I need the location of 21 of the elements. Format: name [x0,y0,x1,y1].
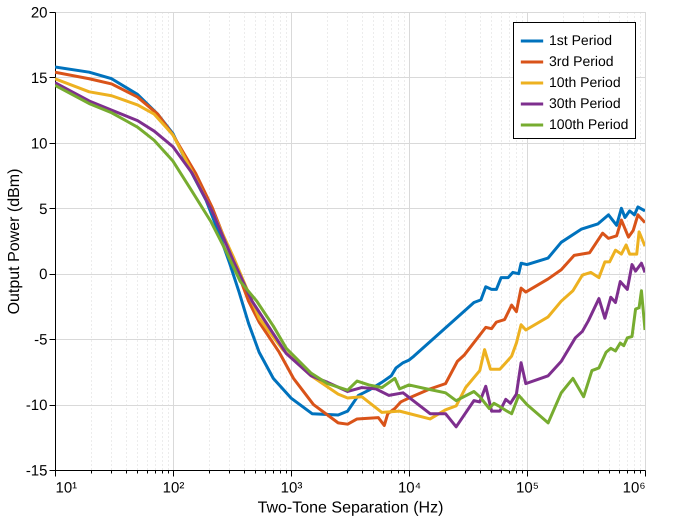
y-tick-label: 15 [30,70,48,87]
legend-label: 10th Period [549,74,621,90]
y-tick-label: -5 [34,332,48,349]
legend-label: 100th Period [549,116,628,132]
x-tick-label: 10² [162,480,184,496]
y-tick-label: -10 [26,397,48,414]
y-tick-label: 0 [39,266,48,284]
x-tick-label: 10³ [280,480,302,496]
x-tick-label: 10¹ [56,480,78,496]
legend-label: 3rd Period [549,53,614,69]
y-axis-title: Output Power (dBm) [6,168,23,314]
legend-label: 30th Period [549,95,621,111]
y-tick-label: -15 [26,462,48,480]
x-axis-title: Two-Tone Separation (Hz) [258,500,444,516]
y-tick-label: 5 [39,200,48,218]
y-tick-label: 20 [30,4,48,22]
x-tick-label: 10⁶ [622,480,646,496]
y-tick-label: 10 [30,135,48,152]
x-tick-label: 10⁴ [398,480,422,496]
x-tick-label: 10⁵ [516,480,539,496]
legend-label: 1st Period [549,32,612,48]
